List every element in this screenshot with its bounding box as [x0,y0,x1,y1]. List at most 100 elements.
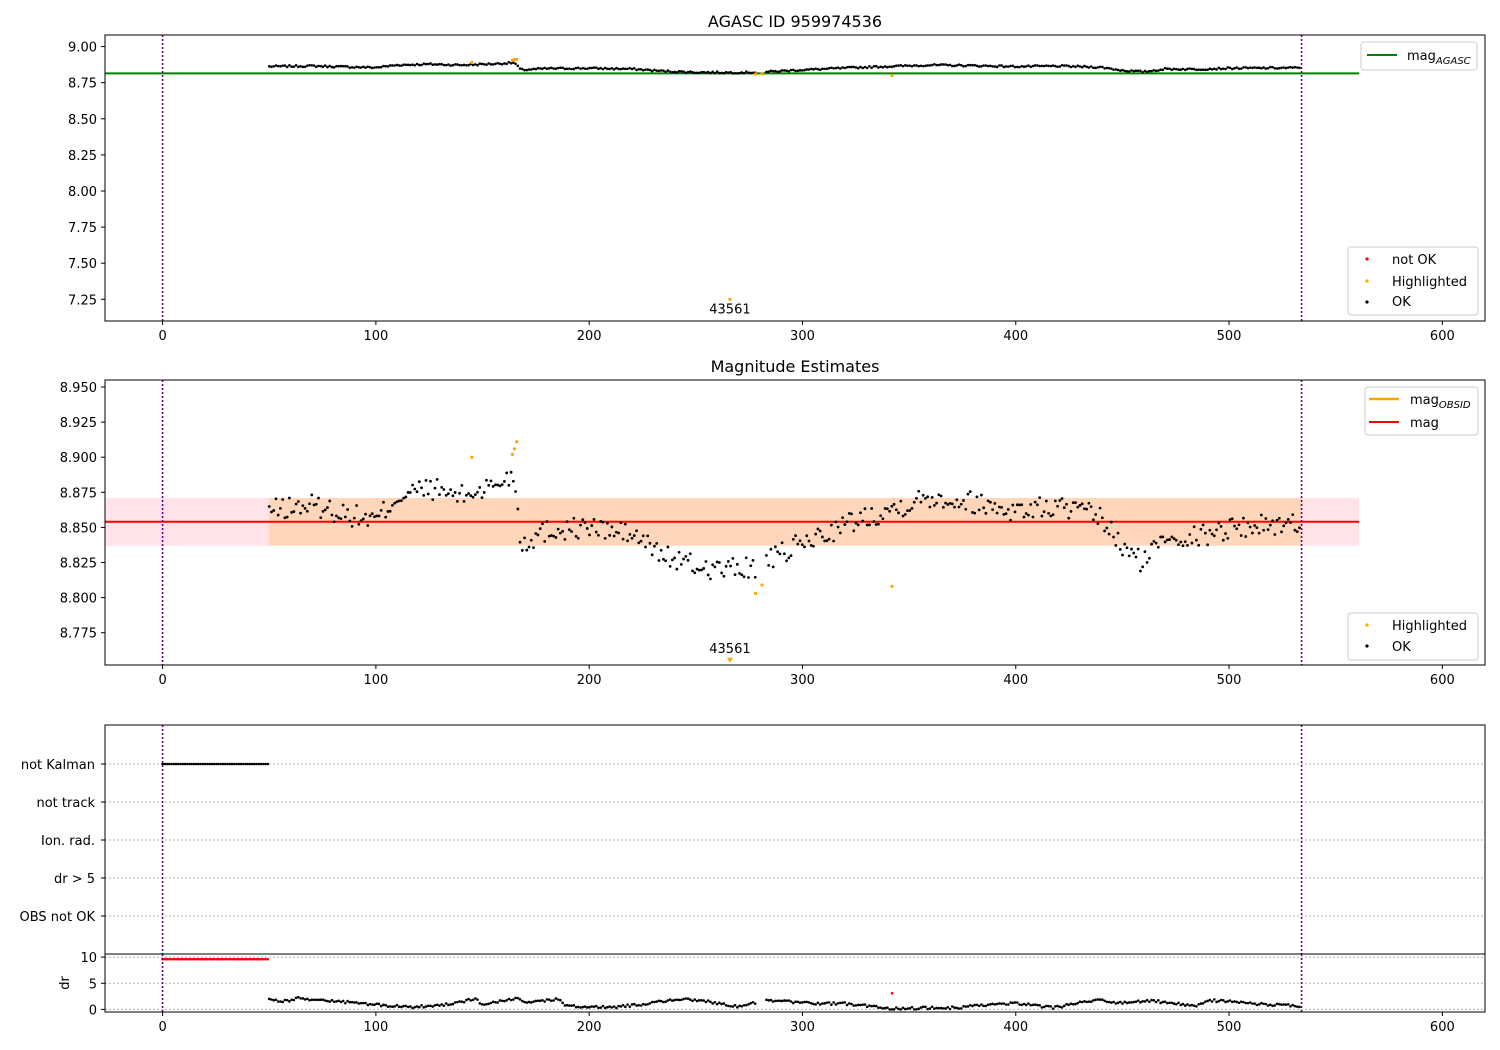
dr-point [1045,1004,1048,1008]
ok-point [856,523,860,527]
dr-point [326,999,329,1003]
ok-point [1255,526,1259,530]
dr-point [498,999,502,1002]
dr-point [1033,1003,1037,1006]
ok-point [431,63,435,67]
ok-point [1029,503,1033,506]
ok-point [731,556,735,560]
ok-point [971,63,974,67]
dr-point [715,1002,719,1006]
ok-point [344,64,347,68]
not-ok-point [201,957,205,961]
dr-point [731,1005,735,1008]
dr-point [1157,999,1160,1002]
ok-point [314,65,318,69]
ok-point [507,60,511,64]
dr-point [1168,1001,1171,1005]
ok-point [930,495,934,499]
ok-point [507,483,511,487]
ok-point [420,63,423,67]
ok-point [267,65,271,68]
flag-point [244,762,247,766]
ok-point [511,479,515,483]
ok-point [612,534,616,538]
dr-point [375,1002,379,1005]
ok-point [942,63,945,66]
ok-point [1058,65,1062,68]
not-ok-point [228,957,232,961]
dr-point [912,1008,916,1011]
dr-point [814,1003,817,1006]
ok-point [1141,565,1145,569]
ok-point [787,556,791,560]
y-tick-label: 8.75 [68,77,97,92]
flag-point [194,762,198,766]
dr-point [1051,1007,1055,1010]
ok-point [973,63,976,67]
dr-point [897,1007,900,1011]
not-ok-point [253,957,256,961]
ok-point [955,498,959,502]
ok-point [594,530,598,534]
ok-point [1130,547,1133,551]
dr-point [852,1004,856,1007]
ok-point [568,67,571,70]
dr-point [1139,1001,1142,1004]
ok-point [872,520,876,523]
y-tick-label: 8.925 [60,416,97,431]
ok-point [628,66,632,70]
x-tick-label: 200 [577,1020,602,1035]
dr-point [1018,1003,1021,1006]
ok-point [498,62,502,66]
dr-point [1118,1000,1122,1004]
dr-point [657,999,661,1003]
ok-point [668,564,672,568]
ok-point [538,527,542,531]
ok-point [1103,529,1106,533]
ok-point [1255,66,1259,70]
dr-point [1114,1002,1118,1005]
flag-point [239,762,243,766]
ok-point [482,63,486,66]
dr-point [1277,1002,1281,1006]
ok-point [1233,66,1236,70]
ok-point [836,525,840,529]
ok-point [753,575,757,579]
dr-point [585,1006,589,1009]
ok-point [991,508,995,512]
agasc-magnitude-panel: AGASC ID 959974536 0 100 200 300 400 500 6007.… [68,12,1486,344]
ok-point [1107,532,1111,536]
flag-point [190,762,194,766]
dr-point [1166,1001,1169,1005]
dr-point [951,1005,954,1008]
not-ok-point [194,957,198,961]
dr-point [1170,1001,1174,1005]
dr-point [1188,1004,1191,1007]
ok-point [910,64,914,68]
flag-point [217,762,220,766]
y-tick-label: 8.950 [60,381,97,396]
dr-point [442,1004,446,1007]
ok-point [1121,553,1124,557]
ok-point [431,498,435,502]
ok-point [449,488,453,492]
dr-point [456,1000,459,1004]
dr-point [686,997,690,1000]
dr-point [554,997,558,1000]
ok-point [599,66,602,70]
dr-point [827,1001,831,1004]
dr-point [1000,1002,1003,1005]
panel1-point-legend: not OK Highlighted OK [1347,246,1479,316]
ok-point [1080,502,1084,506]
dr-point [299,997,302,1000]
ok-point [1143,69,1147,73]
not-ok-point [237,957,241,961]
ok-point [319,516,323,520]
ok-point [346,65,349,68]
ok-point [1123,542,1127,546]
ok-point [648,68,652,72]
dr-point [395,1003,399,1007]
dr-point [832,1001,835,1004]
ok-point [1020,64,1024,68]
